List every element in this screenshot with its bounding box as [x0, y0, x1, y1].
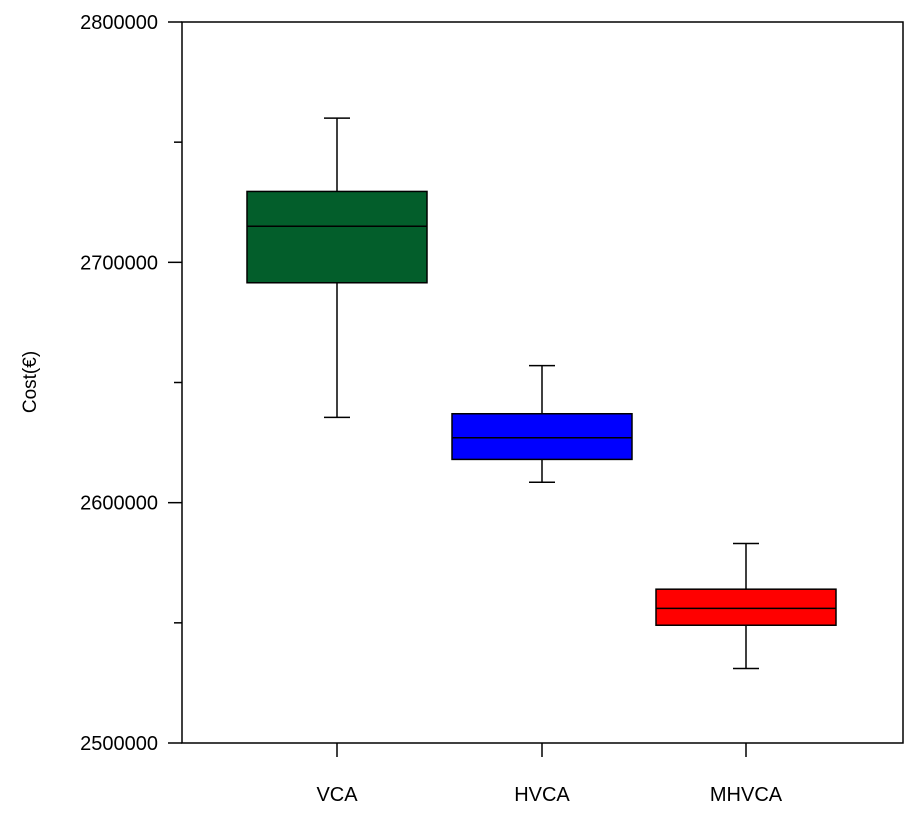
iqr-box [655, 588, 837, 626]
y-tick-label: 2600000 [80, 493, 158, 515]
x-axis: VCA HVCA MHVCA [316, 743, 783, 806]
box-hvca [451, 364, 633, 483]
y-axis: 2500000 2600000 2700000 2800000 [80, 12, 182, 755]
y-tick-label: 2800000 [80, 12, 158, 34]
iqr-box [246, 190, 428, 284]
x-tick-label: VCA [316, 784, 358, 806]
y-tick-label: 2500000 [80, 733, 158, 755]
box-mhvca [655, 542, 837, 670]
box-vca [246, 117, 428, 419]
y-tick-label: 2700000 [80, 252, 158, 274]
x-tick-label: MHVCA [710, 784, 783, 806]
y-axis-title: Cost(€) [20, 351, 41, 413]
iqr-box [451, 412, 633, 461]
boxes [246, 117, 837, 670]
x-tick-label: HVCA [514, 784, 570, 806]
